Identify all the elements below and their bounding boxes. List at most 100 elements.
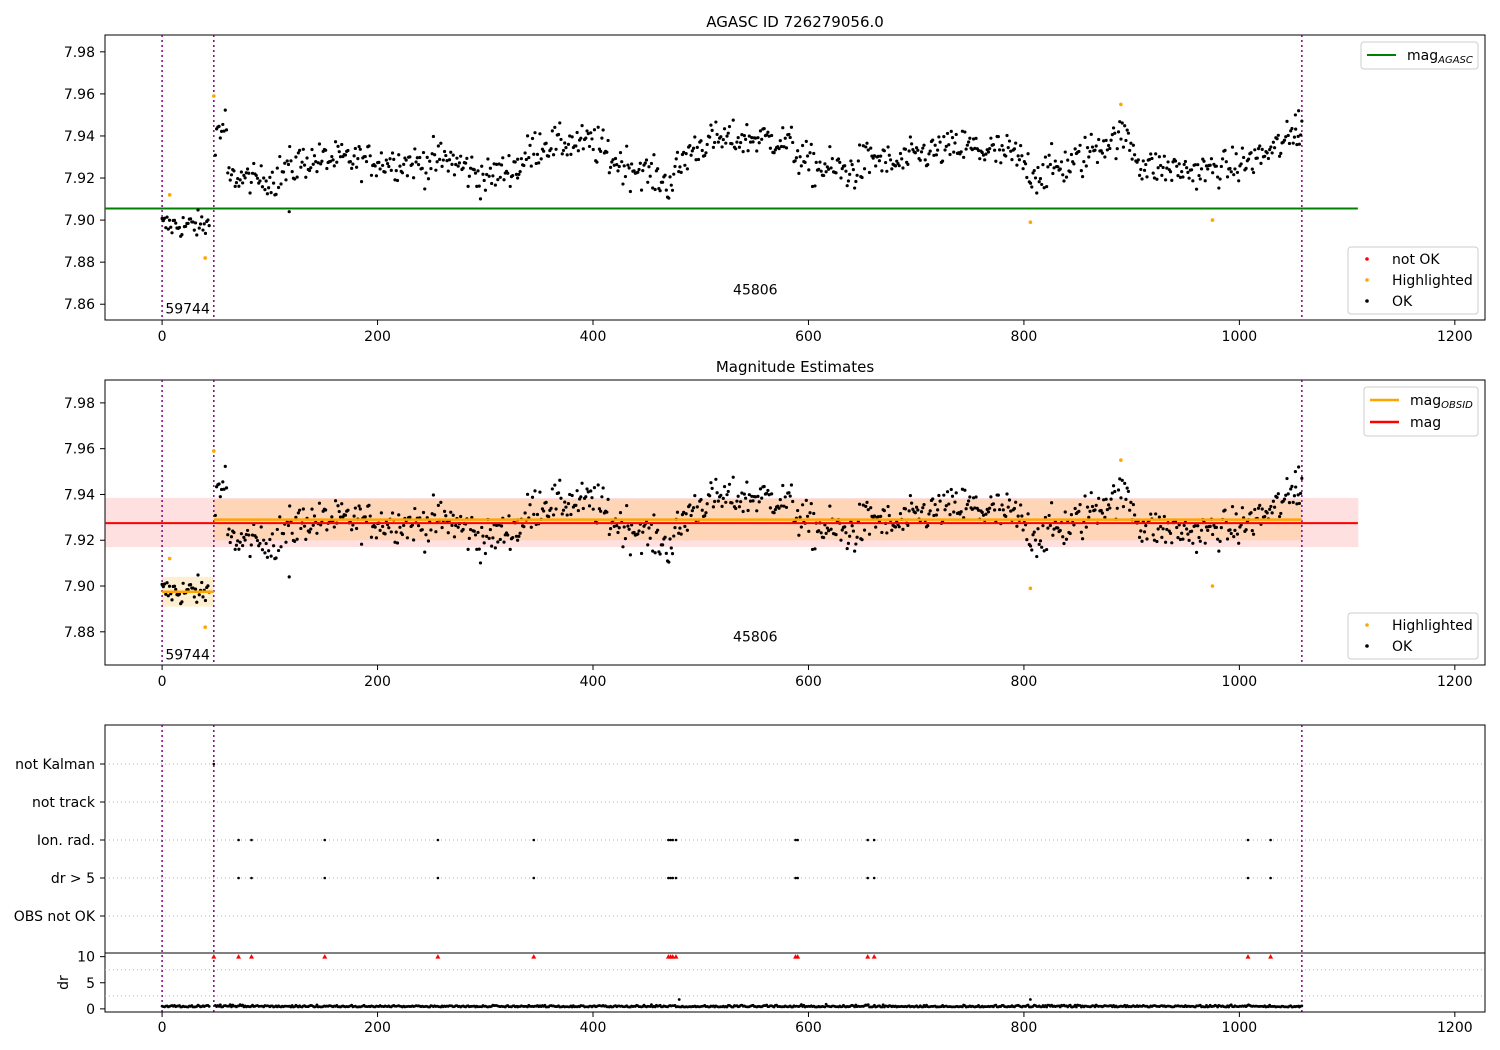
ok-point bbox=[281, 170, 286, 174]
ok-point bbox=[722, 127, 727, 131]
ok-point bbox=[703, 153, 707, 158]
ok-point bbox=[715, 491, 719, 495]
legend-label: magAGASC bbox=[1407, 48, 1473, 66]
ok-point bbox=[600, 495, 604, 499]
ok-point bbox=[304, 175, 308, 179]
ok-point bbox=[498, 537, 502, 542]
ok-point bbox=[608, 527, 613, 531]
ok-point bbox=[434, 168, 438, 172]
ok-point bbox=[472, 168, 476, 172]
ok-point bbox=[1103, 155, 1107, 159]
ok-point bbox=[1116, 130, 1121, 134]
ok-point bbox=[388, 157, 392, 161]
ok-point bbox=[1211, 171, 1215, 175]
ok-point bbox=[336, 504, 340, 508]
ok-point bbox=[332, 525, 336, 529]
ok-point bbox=[304, 537, 308, 542]
ok-point bbox=[574, 144, 578, 148]
ok-point bbox=[853, 186, 857, 190]
ok-point bbox=[1072, 162, 1076, 166]
ok-point bbox=[566, 142, 571, 146]
ok-point bbox=[646, 543, 650, 547]
ok-point bbox=[502, 178, 506, 182]
ok-point bbox=[167, 584, 172, 588]
ok-point bbox=[286, 162, 291, 167]
ok-point bbox=[237, 184, 241, 188]
ok-point bbox=[1286, 133, 1290, 138]
ok-point bbox=[694, 158, 698, 162]
ok-point bbox=[336, 144, 340, 148]
ok-point bbox=[1187, 176, 1191, 180]
ok-point bbox=[1273, 146, 1277, 150]
ok-point bbox=[1271, 499, 1275, 503]
ok-point bbox=[1216, 537, 1220, 541]
flag-point bbox=[1269, 876, 1272, 880]
ok-point bbox=[333, 499, 338, 503]
ok-point bbox=[580, 124, 584, 128]
ok-point bbox=[1001, 148, 1005, 152]
y-tick-label-1: 7.86 bbox=[64, 297, 95, 313]
ok-point bbox=[760, 137, 764, 141]
ok-point bbox=[727, 482, 732, 486]
ok-point bbox=[898, 511, 903, 516]
ok-point bbox=[1291, 500, 1295, 504]
ok-point bbox=[596, 125, 600, 129]
ok-point bbox=[239, 170, 243, 174]
ok-point bbox=[1077, 149, 1081, 154]
ok-point bbox=[1123, 481, 1127, 485]
ok-point bbox=[757, 500, 761, 504]
ok-point bbox=[397, 153, 401, 157]
ok-point bbox=[637, 529, 641, 533]
flag-point bbox=[796, 838, 799, 842]
x-tick-label-dr: 200 bbox=[364, 1020, 391, 1036]
ok-point bbox=[783, 495, 787, 499]
flag-point bbox=[796, 876, 799, 880]
ok-point bbox=[766, 130, 770, 134]
ok-point bbox=[783, 136, 787, 140]
ok-point bbox=[440, 164, 444, 168]
ok-point bbox=[1166, 160, 1170, 164]
ok-point bbox=[906, 162, 910, 166]
ok-point bbox=[636, 170, 640, 174]
ok-point bbox=[516, 157, 520, 161]
ok-point bbox=[668, 175, 672, 179]
ok-point bbox=[967, 499, 971, 503]
ok-point bbox=[804, 498, 808, 502]
ok-point bbox=[203, 598, 208, 603]
ok-point bbox=[276, 185, 281, 190]
ok-point bbox=[767, 134, 771, 138]
ok-point bbox=[829, 166, 833, 170]
ok-point bbox=[678, 165, 682, 169]
ok-point bbox=[268, 175, 272, 179]
ok-point bbox=[959, 150, 963, 154]
ok-point bbox=[641, 169, 645, 173]
ok-point bbox=[564, 146, 568, 150]
ok-point bbox=[1009, 509, 1013, 513]
ok-point bbox=[1033, 538, 1038, 542]
ok-point bbox=[258, 179, 262, 183]
ok-point bbox=[529, 525, 533, 529]
ok-point bbox=[259, 525, 263, 529]
ok-point bbox=[584, 136, 588, 140]
ok-point bbox=[591, 507, 595, 511]
ok-point bbox=[926, 163, 930, 167]
ok-point bbox=[1234, 152, 1238, 156]
ok-point bbox=[1237, 541, 1241, 545]
ok-point bbox=[1145, 175, 1149, 179]
ok-point bbox=[467, 174, 471, 178]
ok-point bbox=[188, 583, 193, 587]
dr-point bbox=[881, 1003, 885, 1007]
obsid-label: 59744 bbox=[165, 301, 210, 317]
ok-point bbox=[420, 166, 424, 170]
ok-point bbox=[485, 534, 489, 539]
ok-point bbox=[497, 523, 501, 527]
ok-point bbox=[1282, 497, 1287, 501]
ok-point bbox=[1111, 484, 1116, 488]
ok-point bbox=[1126, 489, 1131, 494]
ok-point bbox=[506, 533, 510, 537]
ok-point bbox=[224, 486, 229, 490]
legend-label: magOBSID bbox=[1410, 393, 1473, 411]
ok-point bbox=[834, 171, 838, 175]
ok-point bbox=[269, 554, 273, 558]
ok-point bbox=[581, 506, 585, 511]
